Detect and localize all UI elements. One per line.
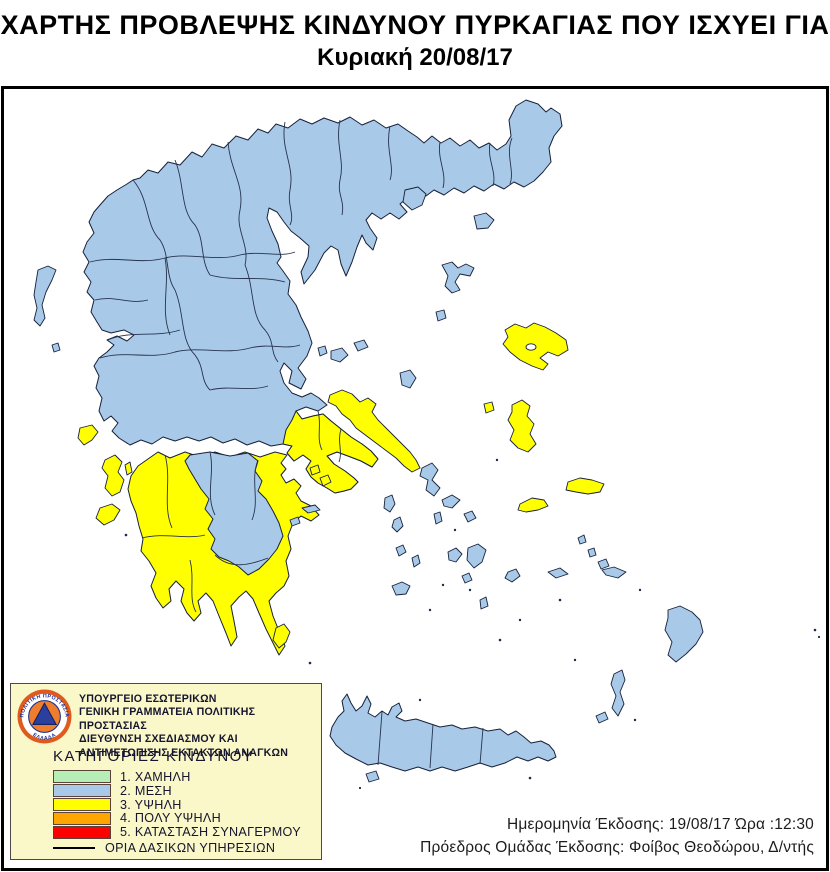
island-santorini <box>479 596 489 610</box>
island-salamina <box>309 464 321 476</box>
island-samothrace <box>473 212 495 230</box>
island-samos <box>565 477 605 495</box>
island-syros <box>433 511 443 525</box>
risk-swatch-very-high <box>53 811 111 825</box>
legend-item-label: 3. ΥΨΗΛΗ <box>120 797 182 812</box>
island-naxos <box>466 543 487 569</box>
island-karpathos <box>610 669 626 717</box>
island-andros <box>419 462 441 497</box>
island-agios-efstratios <box>435 309 447 322</box>
org-line-2: ΓΕΝΙΚΗ ΓΡΑΜΜΑΤΕΙΑ ΠΟΛΙΤΙΚΗΣ ΠΡΟΣΤΑΣΙΑΣ <box>79 706 256 732</box>
island-milos <box>391 581 411 596</box>
legend-rows: 1. ΧΑΜΗΛΗ 2. ΜΕΣΗ 3. ΥΨΗΛΗ 4. ΠΟΛΥ ΥΨΗΛΗ… <box>53 770 301 839</box>
forest-boundary-row: ΟΡΙΑ ΔΑΣΙΚΩΝ ΥΠΗΡΕΣΙΩΝ <box>53 841 275 855</box>
island-kythira <box>272 623 291 649</box>
island-chios <box>507 399 537 453</box>
island-skiathos <box>317 345 328 357</box>
island-kefalonia <box>101 454 125 497</box>
island-rhodes <box>664 605 704 663</box>
island-paxos <box>51 342 61 353</box>
prefecture-borders <box>89 119 513 769</box>
island-kos <box>601 566 627 579</box>
island-patmos <box>577 534 587 545</box>
island-ithaca <box>124 461 133 476</box>
svg-text:ΕΛΛΑΔΑ: ΕΛΛΑΔΑ <box>31 732 57 742</box>
island-zakynthos <box>95 503 121 526</box>
page-title: ΧΑΡΤΗΣ ΠΡΟΒΛΕΨΗΣ ΚΙΝΔΥΝΟΥ ΠΥΡΚΑΓΙΑΣ ΠΟΥ … <box>0 10 830 72</box>
island-hydra <box>301 504 321 514</box>
island-lefkada <box>77 424 99 446</box>
risk-swatch-alarm <box>53 825 111 839</box>
issue-date-line: Ημερομηνία Έκδοσης: 19/08/17 Ώρα :12:30 <box>507 816 814 833</box>
island-ikaria <box>517 497 549 513</box>
issue-president-line: Πρόεδρος Ομάδας Έκδοσης: Φοίβος Θεοδώρου… <box>420 839 814 856</box>
risk-swatch-high <box>53 797 111 811</box>
legend-item: 5. ΚΑΤΑΣΤΑΣΗ ΣΥΝΑΓΕΡΜΟΥ <box>53 825 301 839</box>
island-kasos <box>595 711 609 724</box>
island-paros <box>447 547 463 563</box>
org-line-3: ΔΙΕΥΘΥΝΣΗ ΣΧΕΔΙΑΣΜΟΥ ΚΑΙ <box>79 733 238 746</box>
island-ios <box>461 572 473 584</box>
island-evia <box>327 389 421 473</box>
island-kalymnos <box>597 558 610 570</box>
legend-item-label: 2. ΜΕΣΗ <box>120 783 172 798</box>
island-mykonos <box>463 510 477 523</box>
legend-item: 1. ΧΑΜΗΛΗ <box>53 770 301 784</box>
legend-box: ΠΟΛΙΤΙΚΗ ΠΡΟΣΤΑΣΙΑ ΕΛΛΑΔΑ ΥΠΟΥΡΓΕΙΟ ΕΣΩΤ… <box>10 683 322 860</box>
islet-dots <box>124 458 821 790</box>
risk-swatch-medium <box>53 784 111 798</box>
legend-item: 2. ΜΕΣΗ <box>53 784 301 798</box>
island-psara <box>483 401 495 414</box>
island-thasos <box>402 186 427 211</box>
island-leros <box>587 547 597 558</box>
page-title-line1: ΧΑΡΤΗΣ ΠΡΟΒΛΕΨΗΣ ΚΙΝΔΥΝΟΥ ΠΥΡΚΑΓΙΑΣ ΠΟΥ … <box>0 10 830 40</box>
island-amorgos <box>547 567 569 579</box>
island-skyros <box>399 369 417 389</box>
island-aegina <box>319 474 332 487</box>
org-line-4: ΑΝΤΙΜΕΤΩΠΙΣΗΣ ΕΚΤΑΚΤΩΝ ΑΝΑΓΚΩΝ <box>79 746 289 759</box>
civil-protection-logo-icon: ΠΟΛΙΤΙΚΗ ΠΡΟΣΤΑΣΙΑ ΕΛΛΑΔΑ <box>17 689 72 744</box>
island-astypalea <box>504 568 521 583</box>
lesvos-gulf <box>525 343 537 351</box>
page-title-line2: Κυριακή 20/08/17 <box>317 44 513 71</box>
island-tinos <box>441 494 461 509</box>
legend-categories-title: ΚΑΤΗΓΟΡΙΕΣ ΚΙΝΔΥΝΟΥ <box>53 748 254 765</box>
issue-info: Ημερομηνία Έκδοσης: 19/08/17 Ώρα :12:30 … <box>420 813 814 859</box>
region-crete <box>329 693 557 772</box>
legend-item-label: 5. ΚΑΤΑΣΤΑΣΗ ΣΥΝΑΓΕΡΜΟΥ <box>120 825 301 840</box>
org-line-1: ΥΠΟΥΡΓΕΙΟ ΕΣΩΤΕΡΙΚΩΝ <box>79 693 217 705</box>
org-block: ΥΠΟΥΡΓΕΙΟ ΕΣΩΤΕΡΙΚΩΝ ΓΕΝΙΚΗ ΓΡΑΜΜΑΤΕΙΑ Π… <box>79 693 319 760</box>
island-gavdos <box>365 770 380 783</box>
island-skopelos <box>330 347 349 363</box>
legend-item-label: 4. ΠΟΛΥ ΥΨΗΛΗ <box>120 811 222 826</box>
forest-boundary-label: ΟΡΙΑ ΔΑΣΙΚΩΝ ΥΠΗΡΕΣΙΩΝ <box>105 841 276 855</box>
legend-item-label: 1. ΧΑΜΗΛΗ <box>120 769 191 784</box>
legend-item: 4. ΠΟΛΥ ΥΨΗΛΗ <box>53 811 301 825</box>
region-central-greece-high <box>282 410 379 494</box>
island-alonissos <box>353 339 369 352</box>
logo-text-bottom: ΕΛΛΑΔΑ <box>31 732 56 742</box>
forest-boundary-line-icon <box>53 847 95 849</box>
region-northern-greece <box>82 99 563 494</box>
island-kythnos <box>391 516 404 533</box>
island-sifnos <box>411 554 421 568</box>
island-corfu <box>33 265 57 327</box>
island-kea <box>383 494 396 513</box>
legend-item: 3. ΥΨΗΛΗ <box>53 798 301 812</box>
risk-swatch-low <box>53 770 111 784</box>
island-spetses <box>289 516 301 527</box>
island-limnos <box>441 261 475 294</box>
island-serifos <box>395 544 407 557</box>
